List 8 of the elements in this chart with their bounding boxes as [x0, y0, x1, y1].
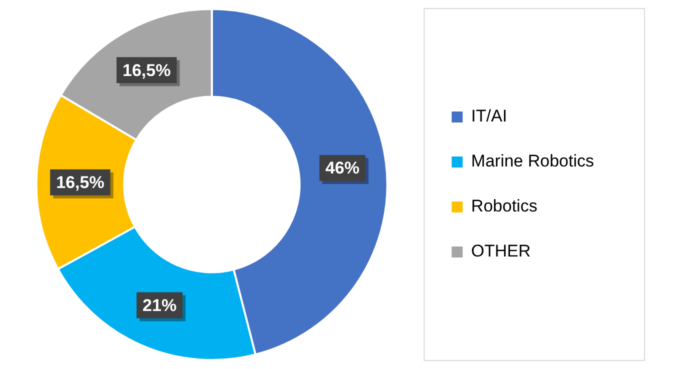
data-label: 16,5%	[56, 173, 104, 192]
data-label: 46%	[325, 158, 360, 178]
legend-label: Robotics	[471, 196, 538, 216]
data-label: 21%	[142, 296, 177, 315]
legend-label: Marine Robotics	[471, 152, 594, 171]
legend-label: OTHER	[471, 242, 531, 261]
data-label: 16,5%	[122, 60, 171, 80]
legend-label: IT/AI	[471, 106, 508, 126]
